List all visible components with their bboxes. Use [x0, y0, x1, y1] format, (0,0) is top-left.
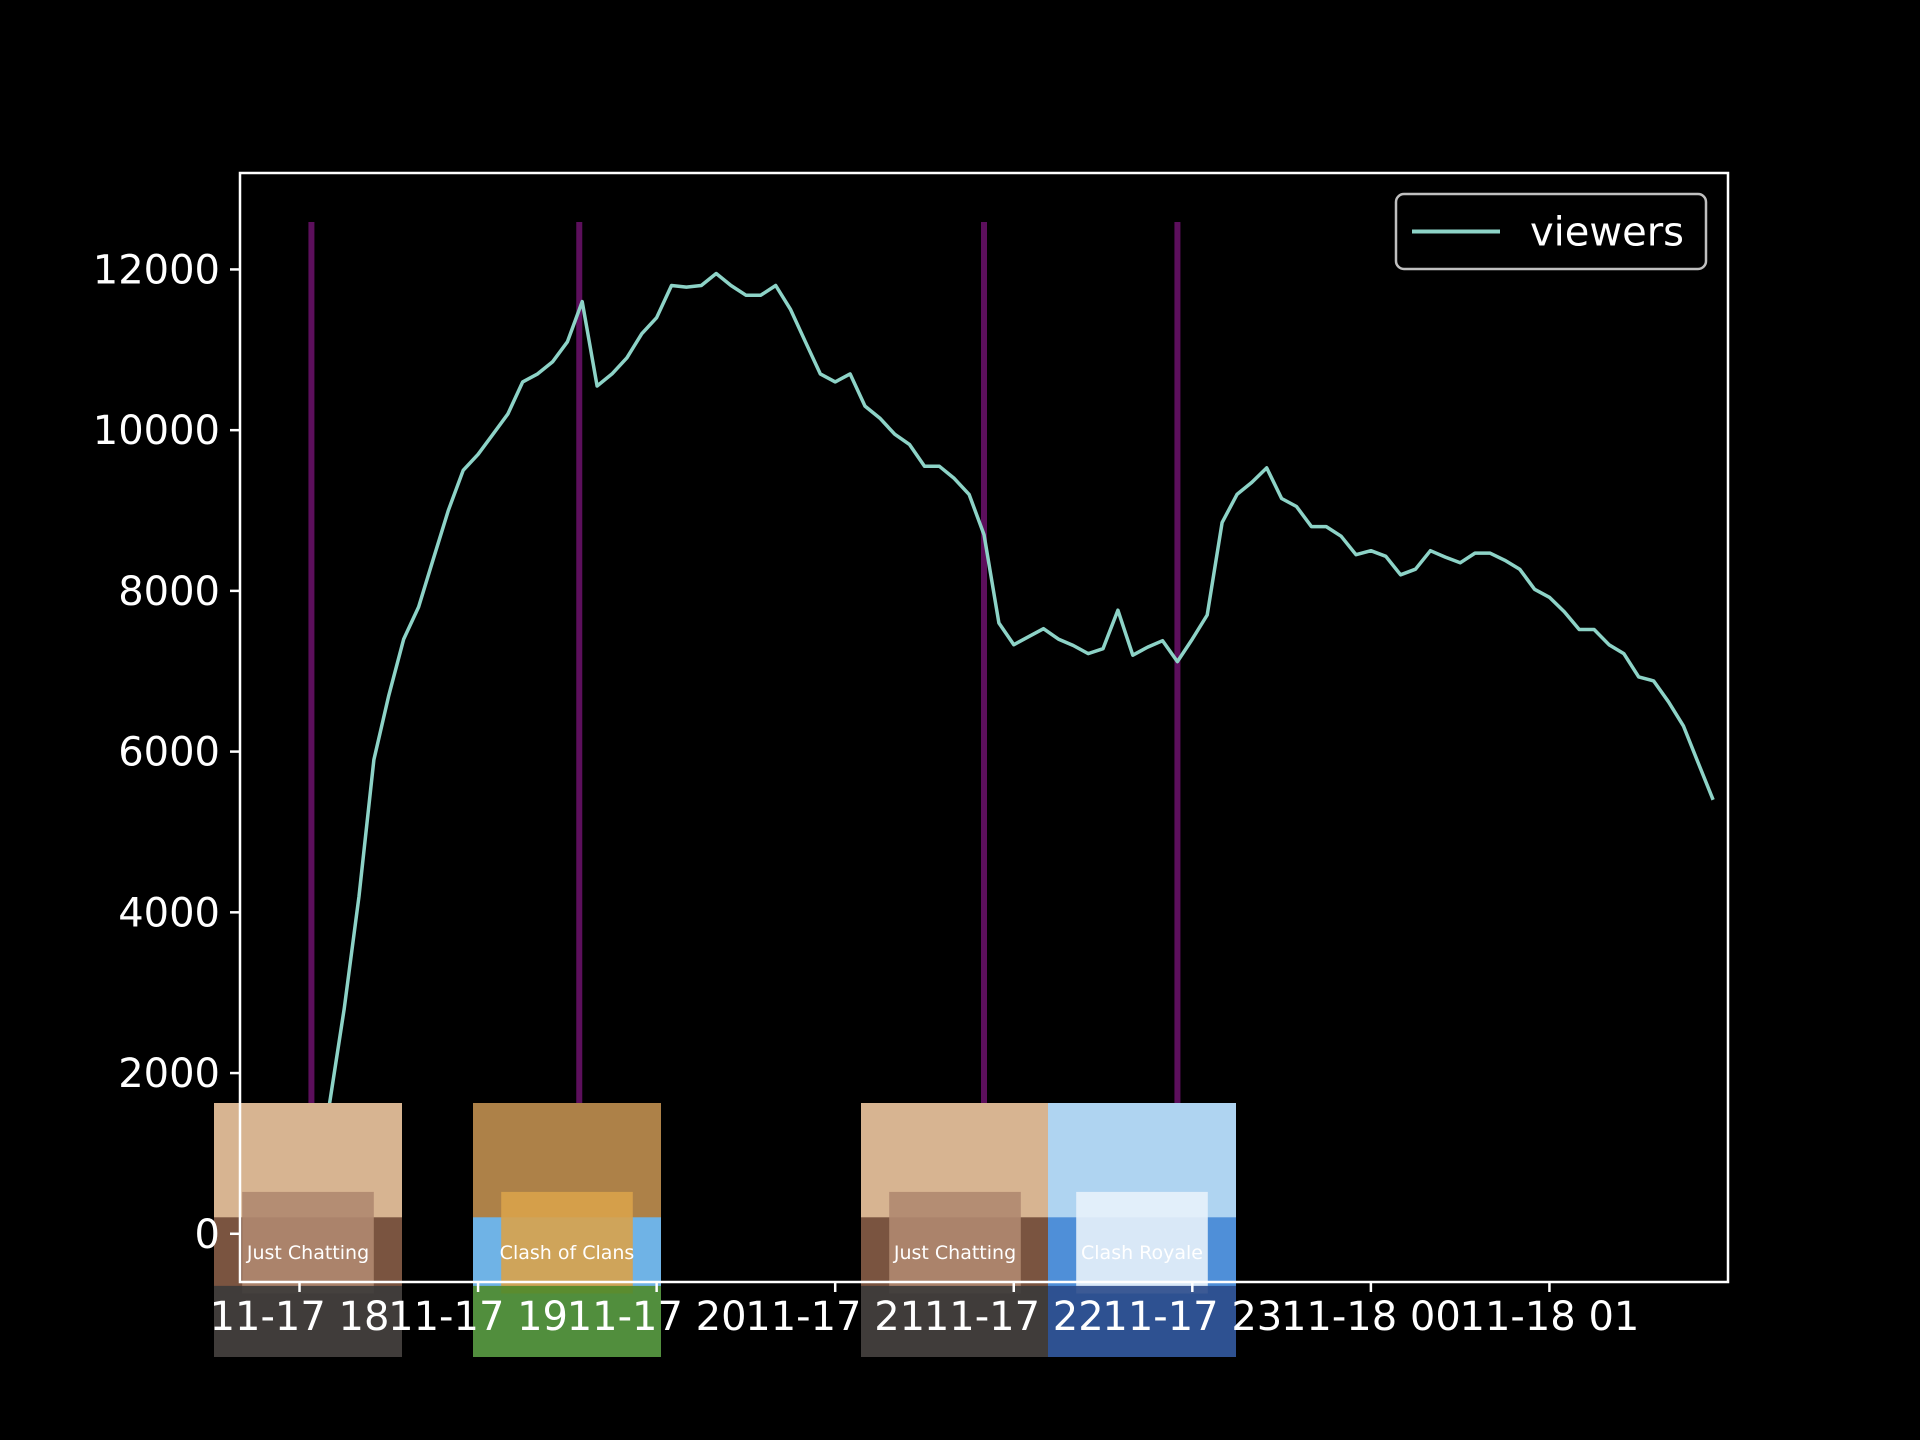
x-tick-label: 11-17 23 — [1102, 1294, 1282, 1340]
x-tick-label: 11-17 22 — [924, 1294, 1104, 1340]
category-thumbnail-label: Just Chatting — [893, 1242, 1016, 1264]
category-thumbnail-3: Clash Royale — [1048, 1103, 1236, 1357]
y-axis: 0 2000 4000 6000 8000 10000 12000 — [93, 247, 240, 1258]
x-tick-label: 11-17 18 — [210, 1294, 390, 1340]
y-tick-label: 0 — [195, 1212, 220, 1258]
category-thumbnail-2: Just Chatting — [861, 1103, 1049, 1357]
category-thumbnails: Just Chatting Clash of Clans Just Chatting… — [214, 1103, 1236, 1357]
plot-area-frame — [238, 171, 1730, 1284]
y-tick-label: 6000 — [118, 730, 220, 776]
y-tick-label: 12000 — [93, 247, 220, 293]
x-tick-label: 11-17 20 — [567, 1294, 747, 1340]
legend-label: viewers — [1530, 210, 1684, 256]
x-tick-label: 11-17 19 — [388, 1294, 568, 1340]
y-tick-label: 8000 — [118, 569, 220, 615]
x-tick-label: 11-18 00 — [1281, 1294, 1461, 1340]
series-line-viewers — [312, 271, 1715, 1202]
series-layer — [312, 271, 1715, 1202]
y-tick-label: 4000 — [118, 890, 220, 936]
y-tick-label: 10000 — [93, 408, 220, 454]
category-thumbnail-0: Just Chatting — [214, 1103, 402, 1357]
category-thumbnail-label: Clash Royale — [1081, 1242, 1203, 1264]
x-tick-label: 11-17 21 — [745, 1294, 925, 1340]
x-tick-label: 11-18 01 — [1460, 1294, 1640, 1340]
category-thumbnail-label: Just Chatting — [246, 1242, 369, 1264]
category-thumbnail-label: Clash of Clans — [500, 1242, 635, 1264]
y-tick-label: 2000 — [118, 1051, 220, 1097]
legend-box — [1394, 192, 1708, 271]
legend: viewers — [1394, 192, 1708, 271]
category-thumbnail-1: Clash of Clans — [473, 1103, 661, 1357]
